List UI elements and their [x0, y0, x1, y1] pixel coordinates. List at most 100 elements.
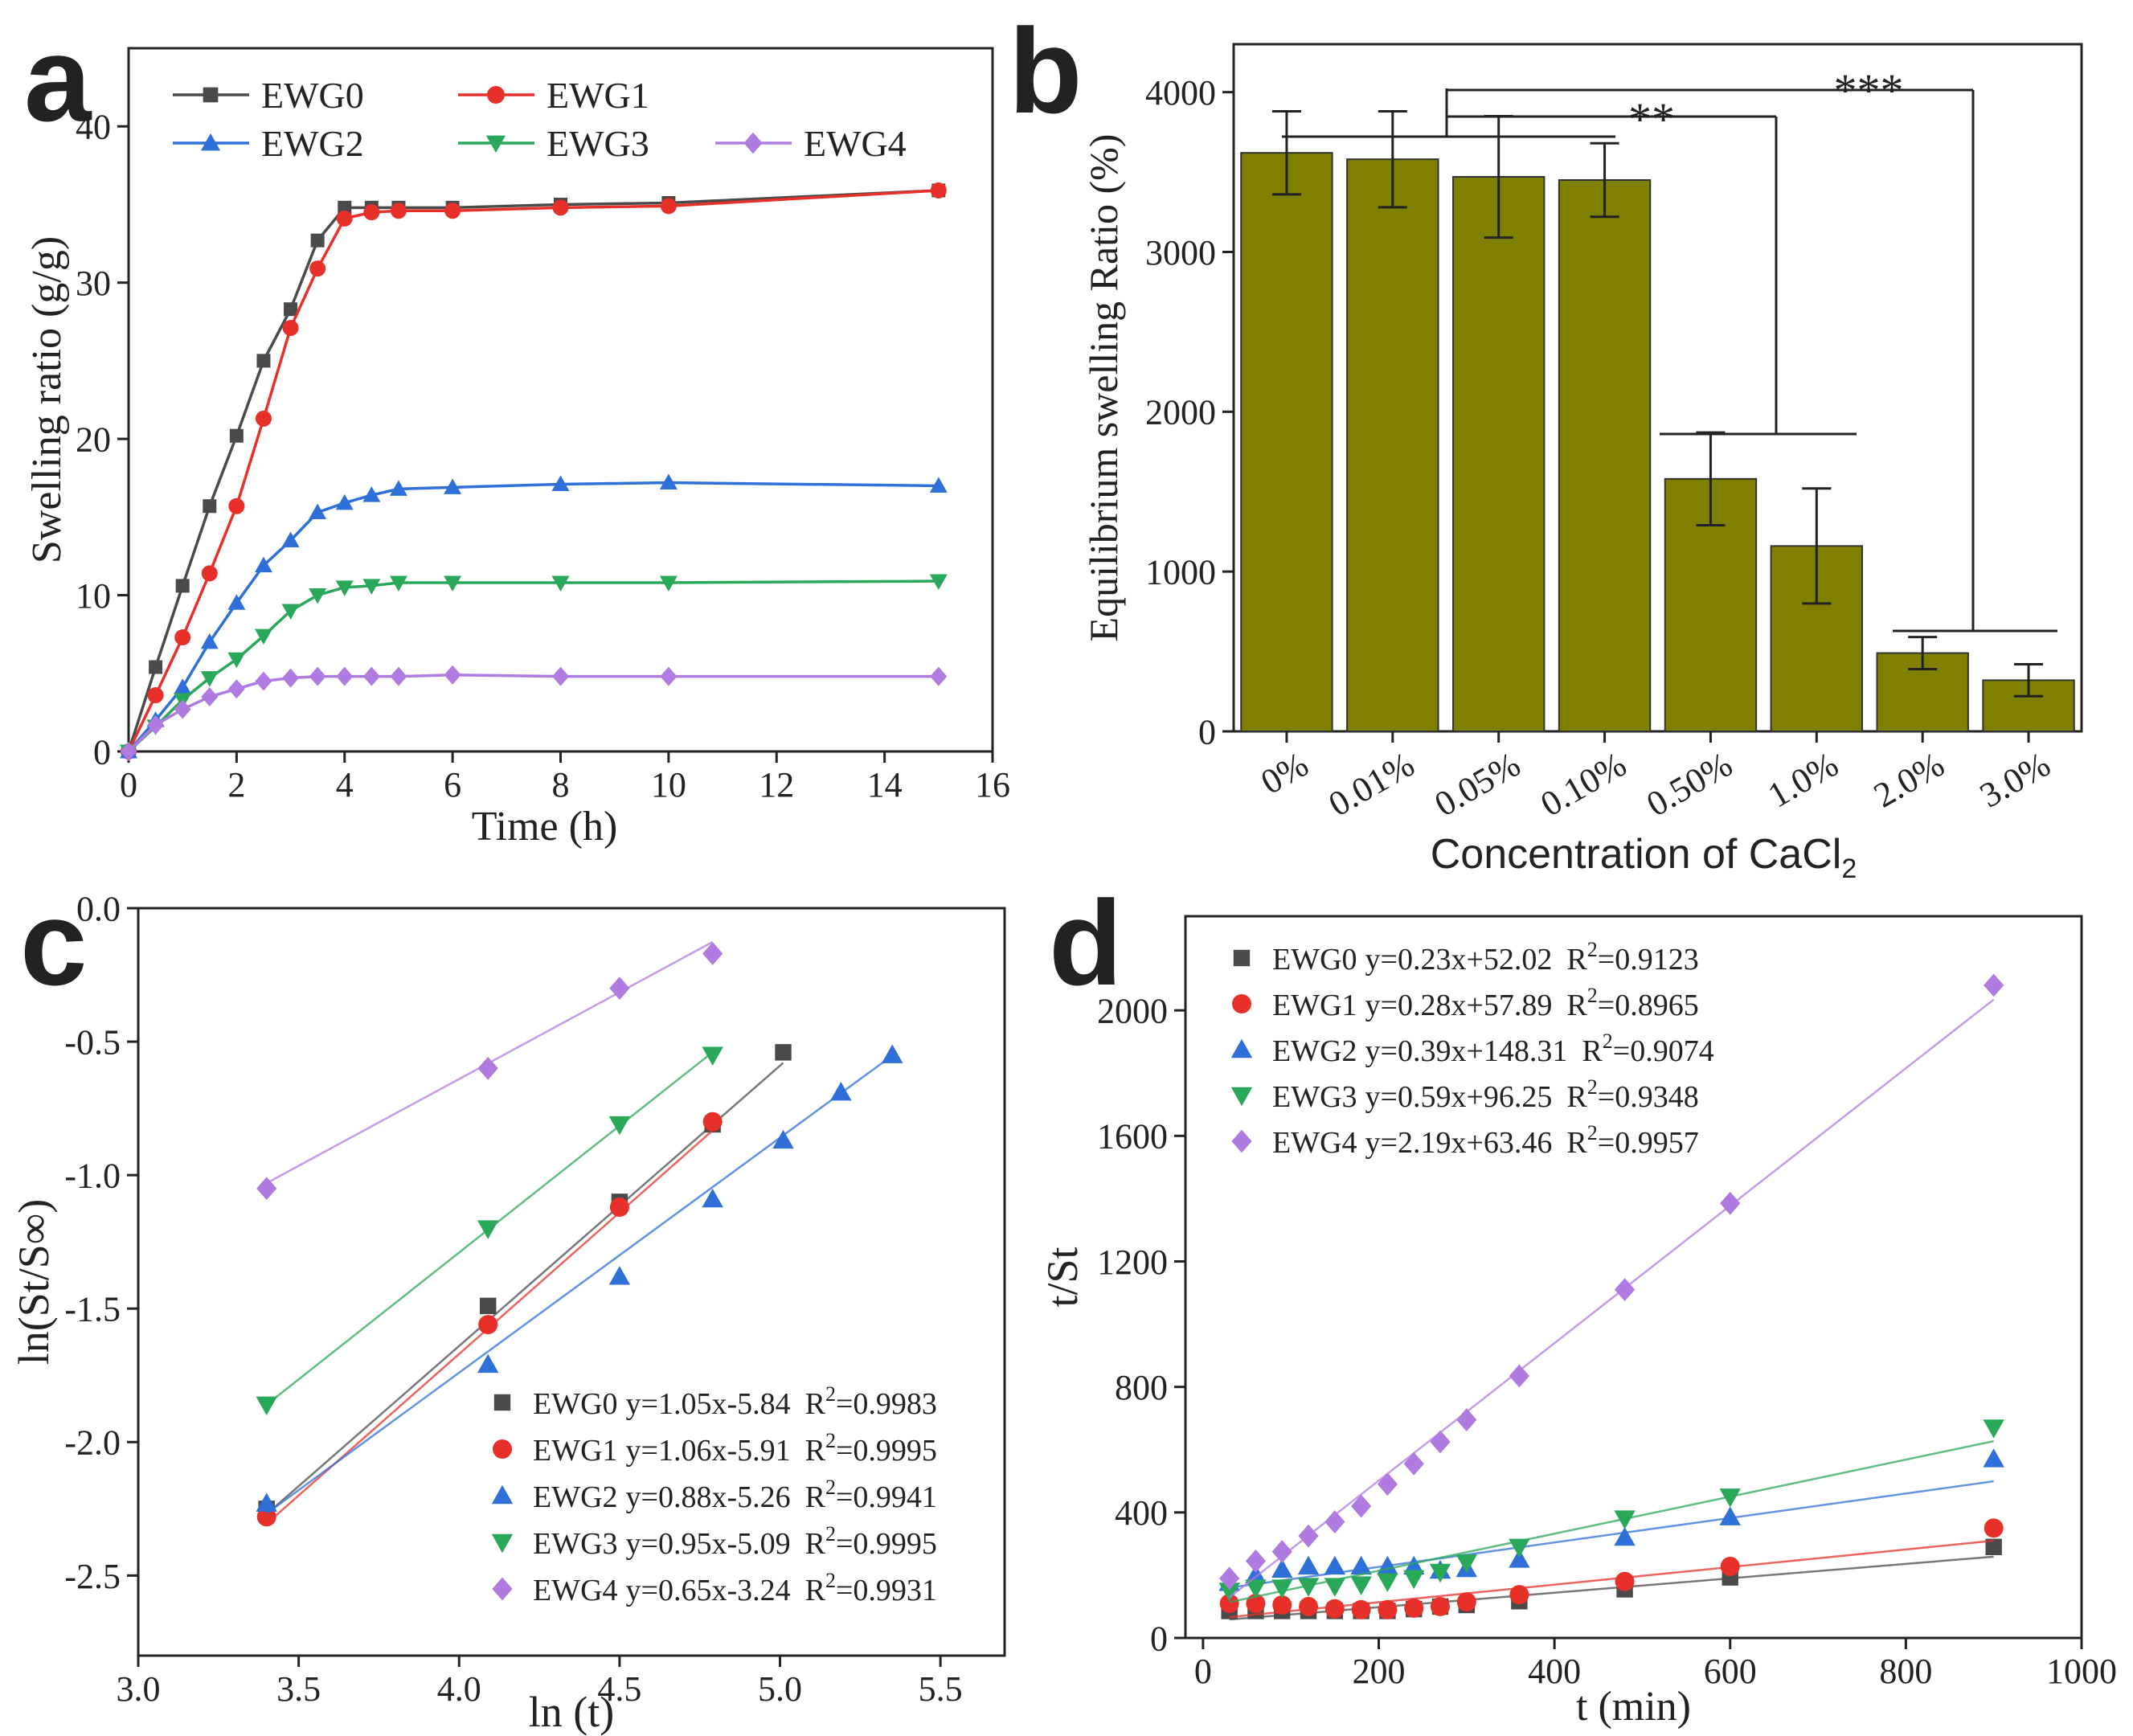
panel-label-b: b — [1009, 3, 1083, 138]
a-y-tick-label: 20 — [76, 420, 111, 460]
d-legend-r2-value: =0.9123 — [1598, 943, 1699, 976]
d-point-EWG2 — [1271, 1558, 1293, 1578]
c-x-axis-label: ln (t) — [529, 1688, 614, 1736]
a-series-line-EWG1 — [127, 189, 939, 752]
d-legend-r2-value: =0.8965 — [1598, 989, 1699, 1022]
d-point-EWG4 — [1430, 1430, 1451, 1454]
d-point-EWG2 — [1509, 1549, 1530, 1568]
c-point-EWG2 — [256, 1492, 277, 1512]
d-point-EWG3 — [1324, 1578, 1346, 1597]
a-point-EWG4 — [174, 699, 191, 719]
c-y-axis-label: ln(St/S∞) — [10, 1199, 58, 1365]
a-point-EWG2 — [200, 633, 219, 649]
d-point-EWG4 — [1509, 1364, 1529, 1388]
d-legend-marker-EWG0 — [1233, 949, 1251, 967]
d-legend-marker-EWG2 — [1230, 1038, 1253, 1058]
a-point-EWG2 — [444, 478, 462, 494]
a-point-EWG1 — [660, 198, 677, 215]
d-legend-r-sup: 2 — [1587, 1075, 1598, 1099]
a-point-EWG4 — [336, 666, 354, 686]
c-legend-fit: y=0.65x-3.24 — [626, 1574, 791, 1607]
c-point-EWG4 — [702, 942, 723, 965]
c-point-EWG2 — [608, 1266, 631, 1285]
d-point-EWG3 — [1983, 1419, 2004, 1439]
b-y-axis-label: Equilibrium swelling Ratio (%) — [1081, 134, 1126, 642]
a-point-EWG3 — [929, 574, 948, 591]
d-point-EWG3 — [1614, 1510, 1636, 1529]
d-legend-entry-EWG0: EWG0 y=0.23x+52.02 R2=0.9123 — [1272, 938, 1699, 976]
d-point-EWG3 — [1719, 1488, 1741, 1508]
d-point-EWG1 — [1404, 1598, 1424, 1618]
a-point-EWG4 — [362, 666, 380, 686]
c-legend-r-sup: 2 — [825, 1569, 836, 1592]
d-point-EWG2 — [1403, 1555, 1425, 1575]
a-point-EWG2 — [929, 477, 948, 493]
d-point-EWG4 — [1219, 1566, 1240, 1591]
d-legend-marker-EWG3 — [1230, 1087, 1253, 1107]
d-point-EWG4 — [1351, 1494, 1372, 1518]
c-point-EWG1 — [478, 1315, 498, 1335]
c-point-EWG2 — [772, 1129, 794, 1149]
a-point-EWG3 — [200, 671, 219, 687]
a-legend-label-EWG4: EWG4 — [804, 123, 907, 164]
a-point-EWG4 — [390, 666, 407, 686]
d-legend-fit: y=0.23x+52.02 — [1365, 943, 1553, 976]
d-y-tick-label: 1200 — [1097, 1243, 1168, 1282]
d-x-tick-label: 200 — [1352, 1652, 1405, 1691]
d-point-EWG4 — [1324, 1510, 1345, 1533]
a-legend-marker-EWG2 — [200, 133, 221, 151]
c-point-EWG4 — [609, 976, 630, 1001]
panel-label-c: c — [20, 875, 87, 1010]
d-point-EWG1 — [1324, 1599, 1345, 1619]
d-point-EWG3 — [1350, 1576, 1372, 1595]
c-legend-r2-value: =0.9995 — [836, 1434, 937, 1468]
d-point-EWG1 — [1456, 1592, 1476, 1612]
c-legend-fit: y=1.05x-5.84 — [626, 1387, 791, 1421]
a-x-tick-label: 2 — [227, 765, 245, 805]
c-legend-marker-EWG1 — [493, 1439, 512, 1459]
d-point-EWG1 — [1720, 1556, 1740, 1576]
panel-d-t-over-st-plot: 0 200 400 600 800 1000 0 400 800 1200 1600 2000 t (m… — [1038, 875, 2117, 1730]
a-y-axis-label: Swelling ratio (g/g) — [24, 236, 70, 563]
d-legend-marker-EWG1 — [1232, 994, 1251, 1013]
d-point-EWG4 — [1377, 1472, 1398, 1496]
a-y-tick-label: 10 — [76, 576, 111, 616]
a-point-EWG1 — [174, 629, 191, 646]
c-legend-r: R — [805, 1387, 826, 1421]
a-series-line-EWG3 — [127, 579, 939, 753]
a-x-tick-label: 6 — [444, 765, 461, 805]
d-fit-line-EWG2 — [1229, 1480, 1994, 1589]
c-legend-r: R — [805, 1434, 826, 1468]
a-point-EWG1 — [255, 410, 272, 427]
a-point-EWG4 — [444, 665, 461, 685]
c-point-EWG1 — [702, 1112, 723, 1132]
d-y-axis-label: t/St — [1038, 1247, 1087, 1307]
a-point-EWG0 — [203, 499, 217, 514]
a-point-EWG2 — [281, 531, 300, 547]
c-legend-marker-EWG3 — [491, 1533, 514, 1554]
b-x-axis-label: Concentration of CaCl2 — [1431, 831, 1857, 884]
panel-label-d: d — [1049, 875, 1123, 1010]
d-legend-entry-EWG1: EWG1 y=0.28x+57.89 R2=0.8965 — [1272, 984, 1699, 1022]
b-y-tick-label: 2000 — [1145, 393, 1216, 432]
a-point-EWG3 — [281, 604, 300, 620]
a-x-tick-label: 10 — [651, 765, 686, 805]
d-legend-r-sup: 2 — [1587, 938, 1598, 961]
a-y-tick-label: 30 — [76, 264, 111, 303]
a-point-EWG2 — [389, 480, 407, 496]
a-legend-marker-EWG1 — [487, 86, 505, 104]
a-legend-label-EWG1: EWG1 — [547, 75, 649, 116]
c-legend-name: EWG2 — [533, 1480, 618, 1514]
c-legend-marker-EWG4 — [492, 1577, 513, 1601]
a-point-EWG1 — [309, 260, 326, 277]
d-point-EWG4 — [1271, 1540, 1292, 1564]
a-point-EWG1 — [930, 182, 947, 199]
b-bar-2 — [1451, 176, 1546, 732]
c-legend-entry-EWG2: EWG2 y=0.88x-5.26 R2=0.9941 — [533, 1476, 937, 1514]
d-point-EWG4 — [1456, 1408, 1477, 1432]
a-point-EWG4 — [227, 679, 245, 699]
c-point-EWG2 — [702, 1188, 723, 1208]
d-legend-r: R — [1566, 1126, 1587, 1160]
d-point-EWG4 — [1245, 1549, 1267, 1573]
d-point-EWG0 — [1985, 1538, 2002, 1555]
